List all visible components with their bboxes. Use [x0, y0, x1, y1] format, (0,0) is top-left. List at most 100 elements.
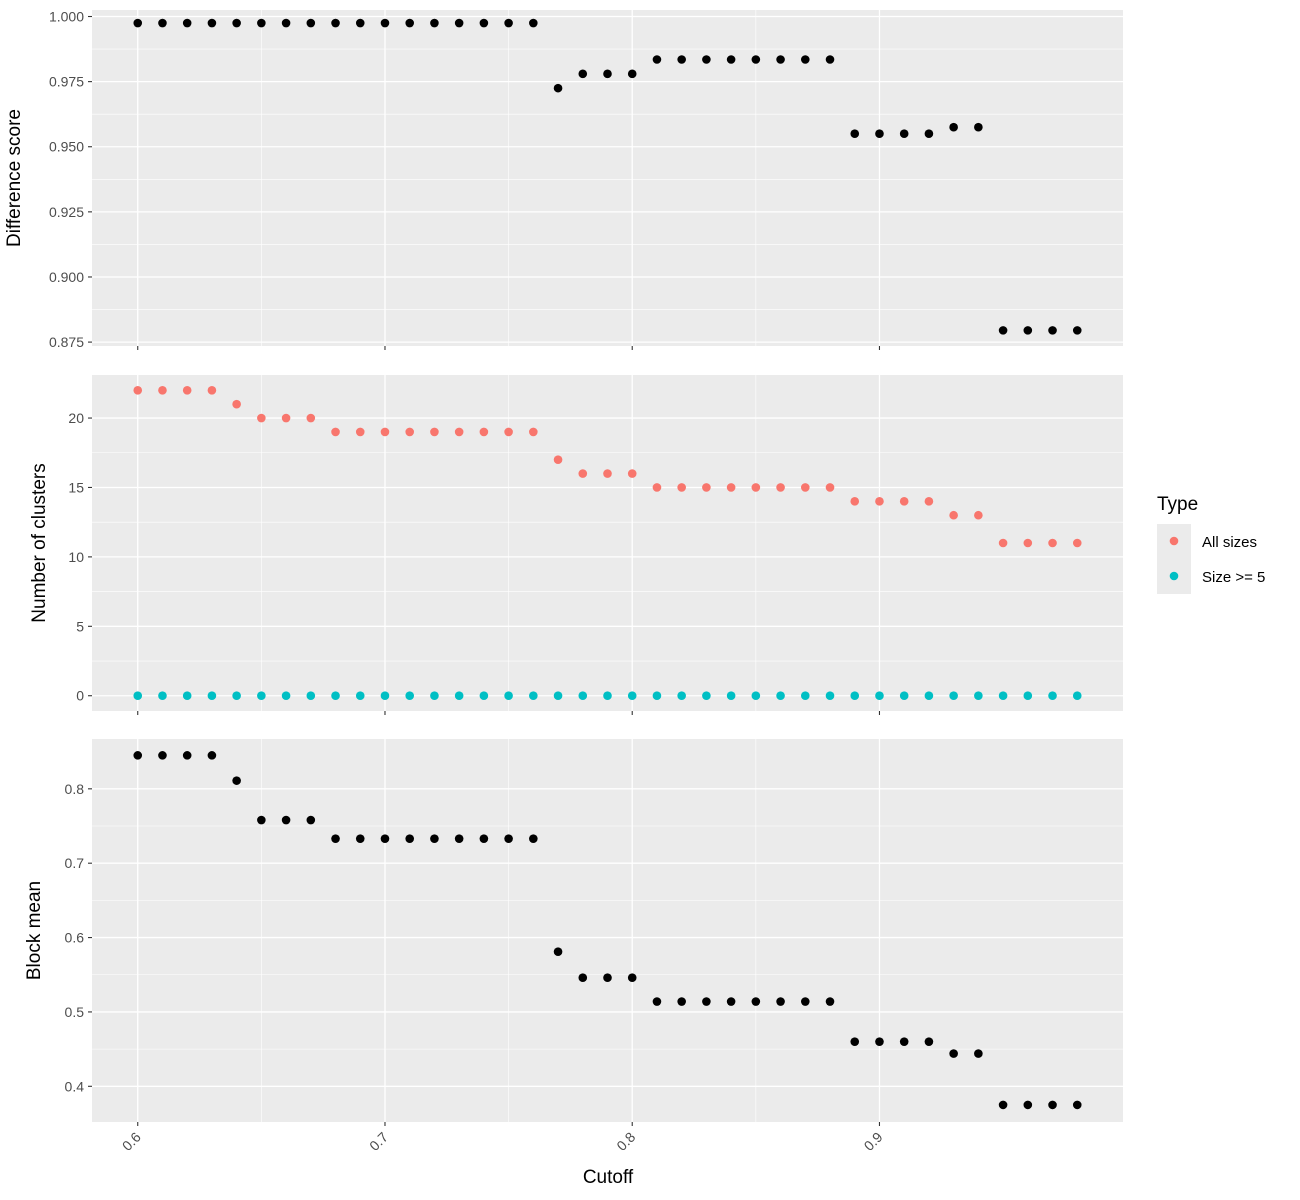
- y-tick-label: 1.000: [49, 9, 84, 25]
- data-point: [603, 973, 612, 983]
- panel-3: 0.4 0.5 0.6 0.7 0.8 Block mean: [24, 739, 1123, 1126]
- data-point: [380, 834, 390, 843]
- data-point: [702, 55, 711, 64]
- data-point: [949, 510, 958, 520]
- data-point: [899, 1037, 909, 1046]
- data-point: [479, 427, 489, 437]
- data-point: [281, 691, 291, 701]
- data-point: [998, 326, 1008, 335]
- data-point: [1023, 538, 1033, 548]
- data-point: [380, 427, 390, 437]
- y-axis-title: Number of clusters: [29, 463, 50, 622]
- data-point: [405, 427, 415, 437]
- y-tick-label: 15: [68, 479, 84, 495]
- data-point: [875, 497, 884, 506]
- data-point: [998, 538, 1008, 548]
- data-point: [553, 83, 563, 93]
- data-point: [578, 69, 588, 79]
- data-point: [751, 691, 761, 701]
- data-point: [504, 834, 513, 843]
- data-point: [924, 129, 934, 139]
- data-point: [232, 691, 241, 701]
- data-point: [306, 18, 316, 28]
- y-tick-label: 0.875: [49, 334, 84, 350]
- data-point: [1072, 691, 1082, 701]
- legend-label-all-sizes: All sizes: [1202, 534, 1257, 551]
- data-point: [627, 69, 637, 79]
- data-point: [974, 122, 983, 132]
- data-point: [182, 691, 192, 701]
- data-point: [825, 997, 835, 1006]
- data-point: [182, 18, 192, 28]
- data-point: [182, 385, 192, 395]
- data-point: [974, 691, 983, 701]
- data-point: [875, 691, 884, 701]
- data-point: [726, 483, 736, 492]
- data-point: [603, 469, 612, 478]
- data-point: [232, 776, 241, 785]
- legend: Type All sizes Size >= 5: [1157, 494, 1265, 594]
- data-point: [257, 18, 266, 28]
- data-point: [355, 427, 365, 437]
- panel-2: 0 5 10 15 20 Number of clusters: [29, 375, 1123, 715]
- data-point: [627, 469, 637, 478]
- y-tick-label: 0.7: [65, 855, 85, 871]
- data-point: [677, 997, 686, 1006]
- y-tick-label: 0.4: [65, 1078, 85, 1094]
- data-point: [949, 1049, 958, 1058]
- data-point: [331, 18, 340, 28]
- data-point: [578, 691, 588, 701]
- data-point: [405, 691, 415, 701]
- x-axis-title: Cutoff: [583, 1167, 634, 1188]
- data-point: [306, 691, 316, 701]
- data-point: [529, 834, 538, 843]
- data-point: [133, 691, 143, 701]
- data-point: [1023, 326, 1033, 335]
- y-tick-label: 0: [76, 688, 84, 704]
- data-point: [133, 751, 143, 760]
- data-point: [405, 18, 415, 28]
- y-tick-label: 0.8: [65, 781, 85, 797]
- data-point: [751, 55, 761, 64]
- data-point: [529, 18, 538, 28]
- data-point: [850, 1037, 860, 1046]
- y-tick-label: 0.975: [49, 74, 84, 90]
- data-point: [677, 483, 686, 492]
- data-point: [257, 815, 266, 825]
- data-point: [454, 834, 464, 843]
- data-point: [924, 691, 934, 701]
- data-point: [207, 385, 217, 395]
- data-point: [479, 834, 489, 843]
- data-point: [504, 427, 513, 437]
- data-point: [875, 129, 884, 139]
- data-point: [726, 55, 736, 64]
- y-tick-label: 0.925: [49, 204, 84, 220]
- data-point: [850, 497, 860, 506]
- x-tick-label: 0.6: [119, 1129, 144, 1154]
- data-point: [281, 413, 291, 423]
- data-point: [207, 18, 217, 28]
- data-point: [306, 413, 316, 423]
- x-tick-label: 0.7: [366, 1129, 391, 1154]
- data-point: [331, 691, 340, 701]
- series-all-sizes: [133, 385, 1082, 548]
- y-tick-label: 5: [76, 618, 84, 634]
- data-point: [232, 18, 241, 28]
- data-point: [158, 18, 167, 28]
- data-point: [1048, 1100, 1057, 1110]
- data-point: [529, 427, 538, 437]
- data-point: [1023, 1100, 1033, 1110]
- data-point: [800, 55, 810, 64]
- panel-1: 0.875 0.900 0.925 0.950 0.975 1.000 Difference…: [4, 9, 1123, 350]
- data-point: [504, 691, 513, 701]
- data-point: [331, 834, 340, 843]
- data-point: [702, 997, 711, 1006]
- data-point: [627, 973, 637, 983]
- data-point: [850, 129, 860, 139]
- data-point: [800, 483, 810, 492]
- data-point: [776, 483, 785, 492]
- data-point: [726, 691, 736, 701]
- data-point: [1072, 538, 1082, 548]
- data-point: [257, 691, 266, 701]
